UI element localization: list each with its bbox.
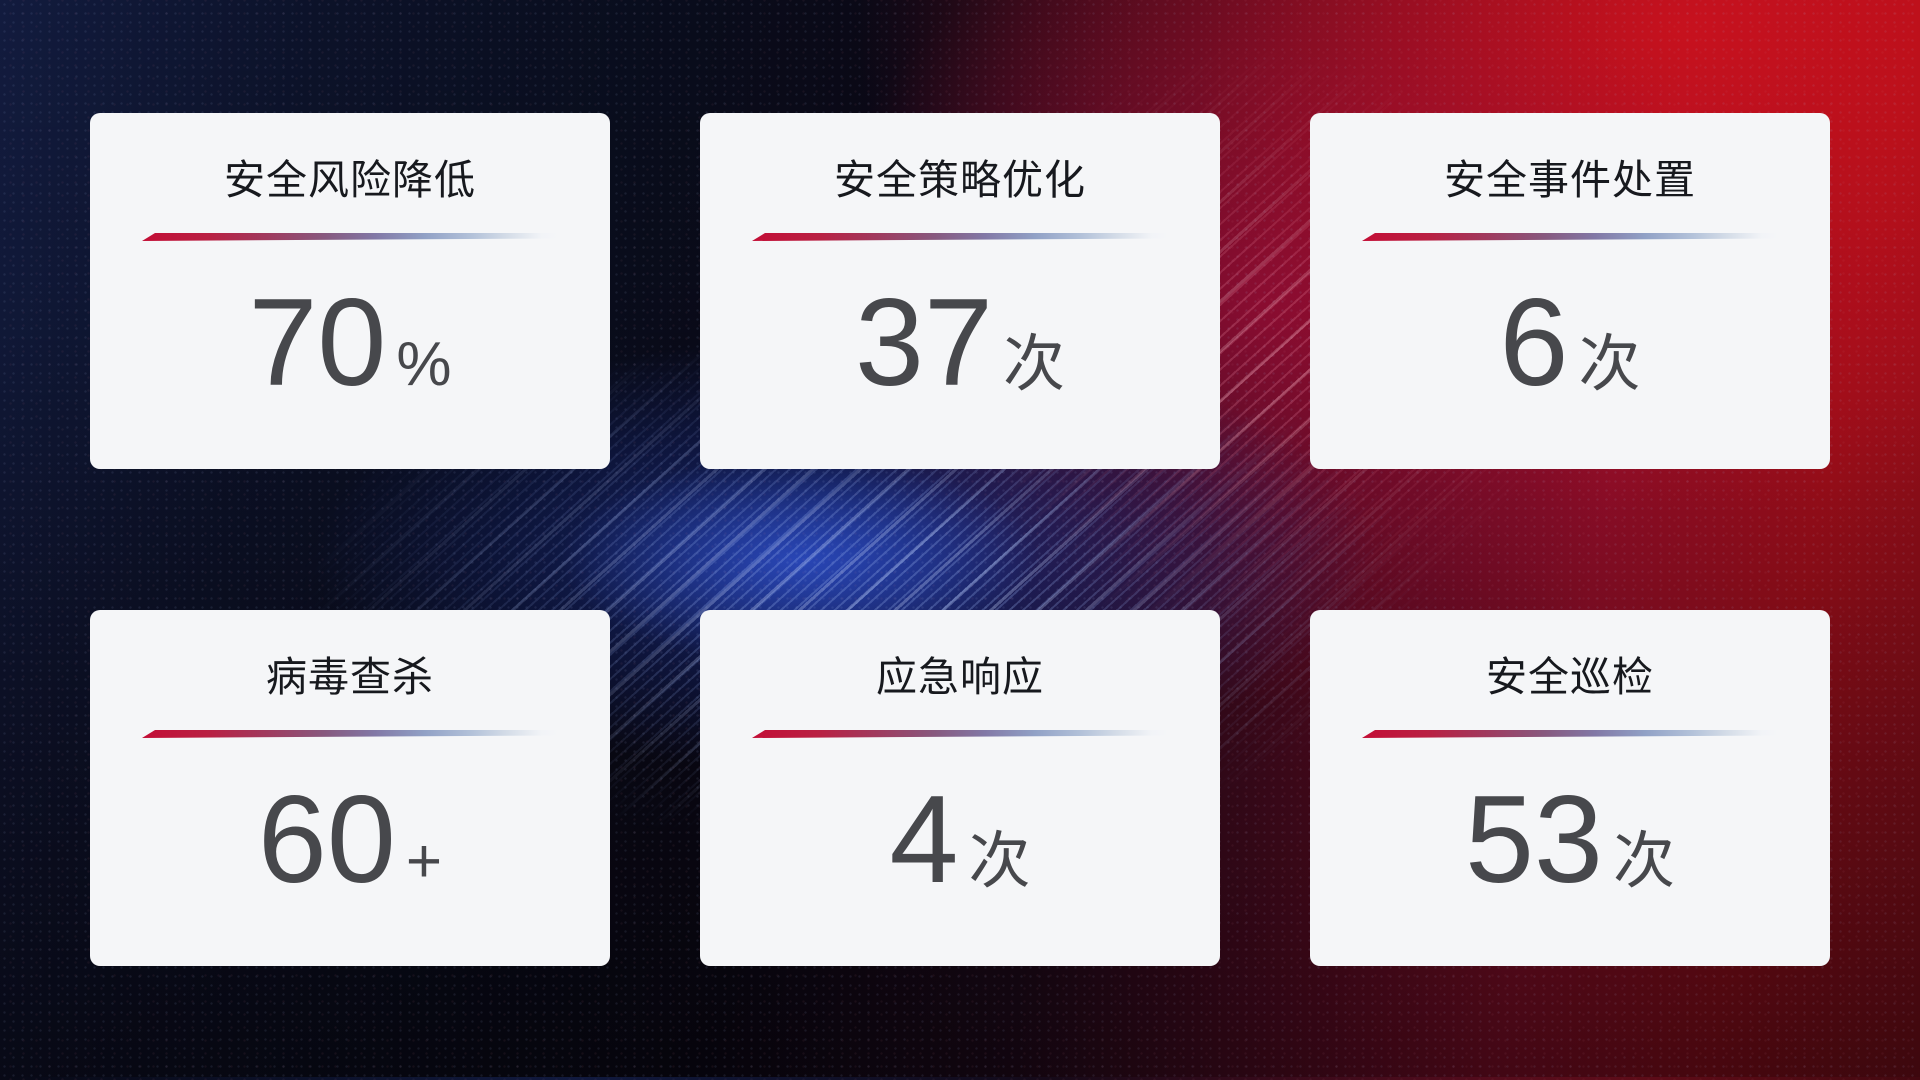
stat-unit: 次 (1578, 330, 1641, 399)
stat-value: 4 (889, 771, 959, 909)
stat-card-title: 病毒查杀 (266, 654, 434, 700)
stat-unit: 次 (968, 827, 1031, 896)
divider-line (752, 233, 1168, 241)
stat-value-row: 6 次 (1500, 281, 1641, 405)
divider-line (1362, 233, 1778, 241)
stat-value-row: 37 次 (855, 281, 1065, 405)
stat-value-row: 53 次 (1465, 778, 1675, 902)
stat-card-risk-reduction: 安全风险降低 70 % (90, 113, 610, 469)
stat-value-row: 4 次 (890, 778, 1031, 902)
divider-line (142, 233, 558, 241)
stat-value: 53 (1465, 771, 1603, 909)
bottom-edge-glow (0, 1077, 1920, 1080)
stat-card-title: 安全风险降低 (224, 157, 476, 203)
stat-card-virus-scan: 病毒查杀 60 + (90, 610, 610, 966)
stat-unit: + (405, 827, 443, 896)
stat-card-title: 安全策略优化 (834, 157, 1086, 203)
divider-line (1362, 730, 1778, 738)
stat-unit: 次 (1002, 330, 1065, 399)
stat-card-title: 安全事件处置 (1444, 157, 1696, 203)
stat-value-row: 60 + (258, 778, 442, 902)
stat-unit: % (396, 330, 452, 399)
stat-card-title: 应急响应 (876, 654, 1044, 700)
stat-value: 60 (257, 771, 396, 909)
divider-line (142, 730, 558, 738)
stat-value: 6 (1499, 274, 1569, 412)
stat-card-security-inspection: 安全巡检 53 次 (1310, 610, 1830, 966)
stats-grid: 安全风险降低 70 % 安全策略优化 37 次 安全事件处置 6 次 病毒查 (90, 113, 1830, 966)
divider-line (752, 730, 1168, 738)
stat-card-title: 安全巡检 (1486, 654, 1654, 700)
stat-card-policy-optimization: 安全策略优化 37 次 (700, 113, 1220, 469)
stat-value: 37 (855, 274, 993, 412)
stat-value: 70 (248, 274, 387, 412)
stat-card-incident-handling: 安全事件处置 6 次 (1310, 113, 1830, 469)
stat-card-emergency-response: 应急响应 4 次 (700, 610, 1220, 966)
stat-unit: 次 (1612, 827, 1675, 896)
stat-value-row: 70 % (248, 281, 451, 405)
